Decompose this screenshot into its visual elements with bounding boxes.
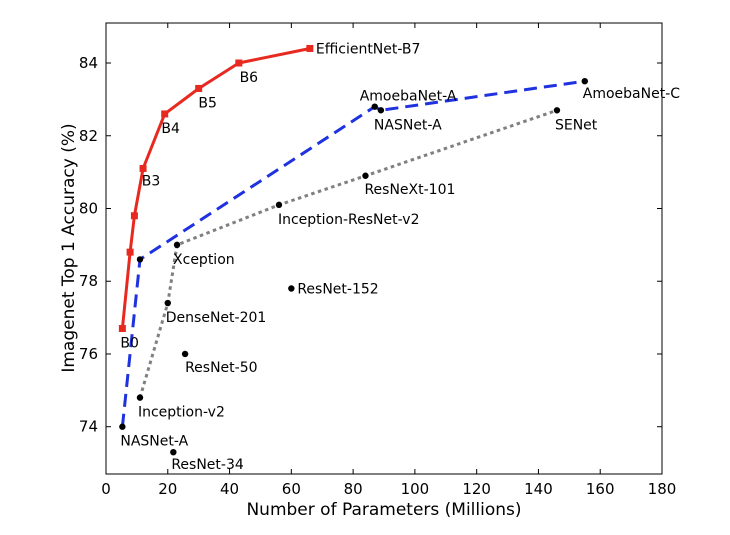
point-label: DenseNet-201: [166, 310, 267, 326]
point-label: ResNet-50: [185, 360, 257, 376]
y-tick-label: 80: [79, 199, 98, 217]
point-label: SENet: [555, 117, 598, 133]
model-point: [371, 103, 378, 110]
x-tick-label: 100: [401, 480, 430, 498]
point-label: B0: [120, 336, 139, 352]
efficientnet-point: [195, 84, 203, 92]
series-line-hand-designed-frontier: [138, 108, 558, 399]
model-point: [581, 77, 588, 85]
y-tick-label: 76: [79, 345, 98, 363]
model-point: [275, 201, 283, 209]
x-tick-label: 60: [282, 480, 301, 498]
point-label: Xception: [173, 252, 235, 268]
model-point: [181, 350, 189, 358]
x-tick-label: 140: [524, 480, 553, 498]
y-tick-label: 84: [79, 54, 98, 72]
y-tick-label: 82: [79, 127, 98, 145]
point-label: ResNet-34: [171, 457, 244, 473]
plot-frame: [105, 22, 663, 475]
point-label: AmoebaNet-A: [360, 89, 457, 105]
x-tick-label: 180: [648, 480, 677, 498]
y-tick-label: 78: [79, 272, 98, 290]
model-point: [377, 107, 385, 114]
point-label: Inception-ResNet-v2: [278, 212, 420, 228]
model-point: [170, 448, 177, 456]
model-point: [288, 285, 295, 292]
efficientnet-point: [306, 44, 314, 52]
point-label: B5: [198, 95, 217, 111]
x-axis-label: Number of Parameters (Millions): [246, 500, 521, 520]
x-tick-label: 160: [586, 480, 615, 498]
axis-ticks: 0 20 40 60 80 100 120 140 160 180 74 76 78 80 82 84: [79, 23, 676, 498]
data-points: [118, 44, 588, 456]
y-tick-label: 74: [79, 418, 98, 436]
efficientnet-point: [130, 212, 138, 220]
model-point: [119, 423, 126, 430]
point-label: NASNet-A: [120, 434, 188, 450]
point-label: ResNet-152: [297, 282, 378, 298]
model-point: [164, 299, 171, 307]
series-line-efficientnet: [120, 47, 311, 329]
efficientnet-point: [161, 110, 169, 118]
point-labels: B0 B3 B4 B5 B6 EfficientNet-B7 NASNet-A AmoebaN…: [120, 41, 680, 473]
x-tick-label: 40: [220, 480, 239, 498]
point-label: EfficientNet-B7: [316, 41, 421, 57]
efficientnet-point: [118, 325, 126, 333]
point-label: ResNeXt-101: [364, 182, 455, 198]
x-tick-label: 80: [344, 480, 363, 498]
point-label: B6: [240, 70, 259, 86]
x-tick-label: 20: [158, 480, 177, 498]
efficientnet-point: [139, 164, 147, 172]
efficientnet-point: [235, 59, 243, 67]
x-tick-label: 120: [462, 480, 491, 498]
point-label: B4: [161, 121, 180, 137]
model-point: [136, 256, 144, 263]
efficientnet-point: [126, 248, 134, 256]
point-label: Inception-v2: [138, 405, 225, 421]
model-point: [136, 394, 144, 401]
point-label: B3: [142, 173, 161, 189]
model-point: [362, 172, 369, 179]
model-point: [553, 107, 561, 114]
x-tick-label: 0: [101, 480, 111, 498]
point-label: NASNet-A: [374, 117, 442, 133]
point-label: AmoebaNet-C: [583, 86, 680, 102]
model-point: [173, 241, 181, 249]
y-axis-label: Imagenet Top 1 Accuracy (%): [59, 123, 79, 372]
